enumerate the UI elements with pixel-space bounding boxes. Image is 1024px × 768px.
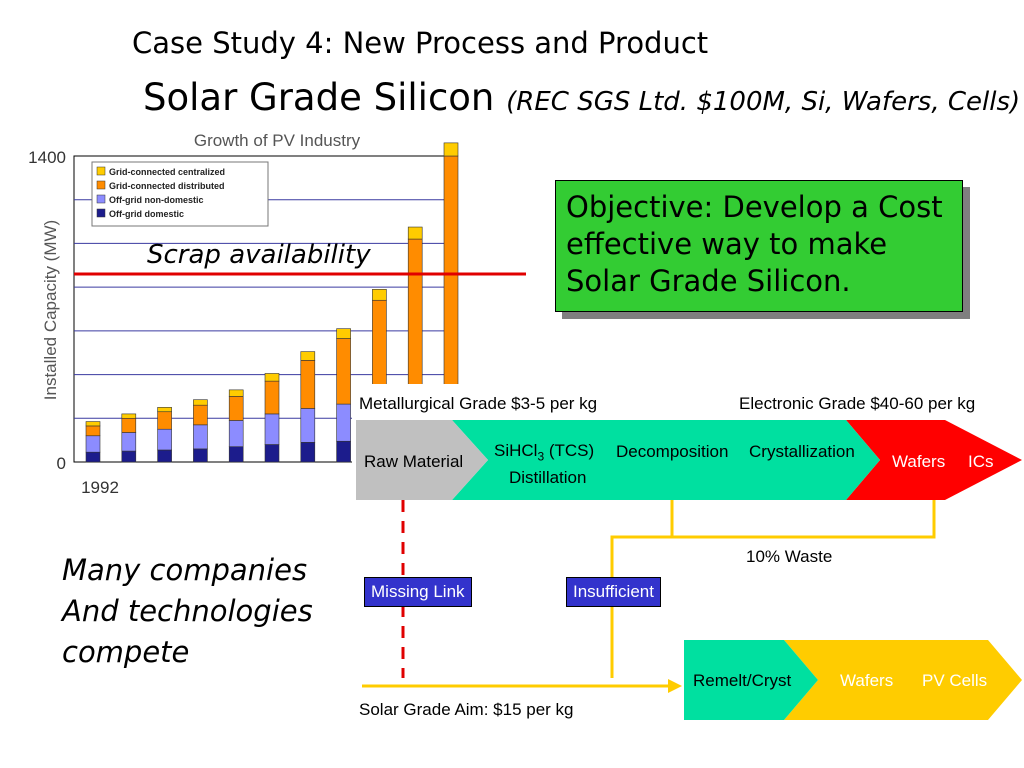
decomposition-label: Decomposition <box>616 442 729 461</box>
process-diagram <box>352 384 1024 724</box>
legend-swatch <box>96 180 106 190</box>
legend-swatch <box>96 166 106 176</box>
waste-bracket <box>670 500 936 539</box>
y-axis-label: Installed Capacity (MW) <box>41 220 60 400</box>
bar-segment-1992-2 <box>85 425 101 437</box>
purification-segment <box>452 420 880 500</box>
bar-segment-1997-3 <box>264 373 280 382</box>
bar-segment-2001-2 <box>407 238 423 393</box>
bar-segment-2002-2 <box>443 155 459 386</box>
bar-segment-1996-0 <box>228 446 244 463</box>
raw-material-label: Raw Material <box>364 452 464 471</box>
legend-swatch <box>96 194 106 204</box>
bar-segment-1995-3 <box>193 399 208 406</box>
y-tick-zero: 0 <box>57 454 66 473</box>
solar-feed-arrowhead <box>668 679 682 693</box>
scrap-availability-label: Scrap availability <box>147 240 371 270</box>
ics-label: ICs <box>968 452 994 471</box>
missing-link-box: Missing Link <box>364 577 472 607</box>
companies-line-3: compete <box>62 635 190 669</box>
bar-segment-1993-1 <box>121 432 137 452</box>
raw-material-segment <box>356 420 488 500</box>
bar-segment-1994-1 <box>157 428 172 451</box>
bar-segment-1998-3 <box>300 351 316 361</box>
bar-segment-1992-0 <box>85 451 101 463</box>
chart-title: Growth of PV Industry <box>194 131 361 150</box>
bar-segment-1997-0 <box>264 444 280 463</box>
bar-segment-1998-1 <box>300 408 316 443</box>
wafers-bottom-label: Wafers <box>840 671 894 690</box>
legend-label: Grid-connected distributed <box>109 181 225 191</box>
bar-segment-1996-1 <box>228 420 244 448</box>
legend-swatch <box>96 208 106 218</box>
bar-segment-2002-3 <box>443 142 459 157</box>
crystallization-label: Crystallization <box>749 442 855 461</box>
bar-segment-1994-0 <box>157 449 172 463</box>
bar-segment-1994-2 <box>157 411 172 430</box>
bar-segment-1999-3 <box>336 328 351 339</box>
insufficient-box: Insufficient <box>566 577 661 607</box>
subtitle-detail: (REC SGS Ltd. $100M, Si, Wafers, Cells) <box>506 87 1021 117</box>
companies-line-2: And technologies <box>62 594 313 628</box>
bar-segment-2001-3 <box>407 226 423 240</box>
bar-segment-1995-2 <box>193 404 208 426</box>
electronic-grade-label: Electronic Grade $40-60 per kg <box>739 394 976 413</box>
bar-segment-1997-1 <box>264 413 280 445</box>
remelt-label: Remelt/Cryst <box>693 671 792 690</box>
bar-segment-2000-3 <box>372 289 387 301</box>
solar-grade-aim-label: Solar Grade Aim: $15 per kg <box>359 700 574 719</box>
bar-segment-1997-2 <box>264 380 280 415</box>
bar-segment-1996-2 <box>228 396 244 421</box>
waste-return-line <box>610 535 672 678</box>
pv-cells-label: PV Cells <box>922 671 988 690</box>
bar-segment-1994-3 <box>157 407 172 413</box>
distillation-label: Distillation <box>509 468 587 487</box>
slide-subtitle: Solar Grade Silicon (REC SGS Ltd. $100M,… <box>143 76 1020 119</box>
legend-label: Grid-connected centralized <box>109 167 225 177</box>
companies-note: Many companies And technologies compete <box>62 550 313 673</box>
remelt-segment <box>684 640 818 720</box>
y-tick-top: 1400 <box>28 148 66 167</box>
metallurgical-grade-label: Metallurgical Grade $3-5 per kg <box>359 394 598 413</box>
bar-segment-1992-3 <box>85 421 101 427</box>
wafers-ic-segment <box>846 420 945 500</box>
bar-segment-1998-2 <box>300 360 316 409</box>
ic-arrow-tip <box>945 420 1022 500</box>
subtitle-main: Solar Grade Silicon <box>143 76 495 119</box>
objective-box: Objective: Develop a Cost effective way … <box>555 180 963 312</box>
bar-segment-1999-0 <box>336 440 351 463</box>
bar-segment-1992-1 <box>85 435 101 453</box>
bar-segment-1993-0 <box>121 450 137 463</box>
legend-label: Off-grid domestic <box>109 209 184 219</box>
bar-segment-1998-0 <box>300 442 316 463</box>
sihcl-label: SiHCl3 (TCS) <box>494 441 595 464</box>
companies-line-1: Many companies <box>62 553 308 587</box>
bar-segment-1993-3 <box>121 413 137 419</box>
bar-segment-1995-0 <box>193 448 208 463</box>
slide-title: Case Study 4: New Process and Product <box>132 26 709 60</box>
chart-legend: Grid-connected centralized Grid-connected… <box>91 161 269 227</box>
waste-label: 10% Waste <box>746 547 833 566</box>
bar-segment-1993-2 <box>121 417 137 433</box>
bar-segment-1999-1 <box>336 403 351 442</box>
solar-wafers-segment <box>784 640 1022 720</box>
x-tick-first: 1992 <box>81 478 119 497</box>
bar-segment-1996-3 <box>228 389 244 397</box>
wafers-top-label: Wafers <box>892 452 946 471</box>
bar-segment-1995-1 <box>193 424 208 450</box>
bar-segment-1999-2 <box>336 338 351 405</box>
bar-segment-2000-2 <box>372 299 387 399</box>
pv-growth-chart: Growth of PV Industry Installed Capacity… <box>28 131 459 497</box>
legend-label: Off-grid non-domestic <box>109 195 204 205</box>
legend-frame <box>91 161 269 227</box>
